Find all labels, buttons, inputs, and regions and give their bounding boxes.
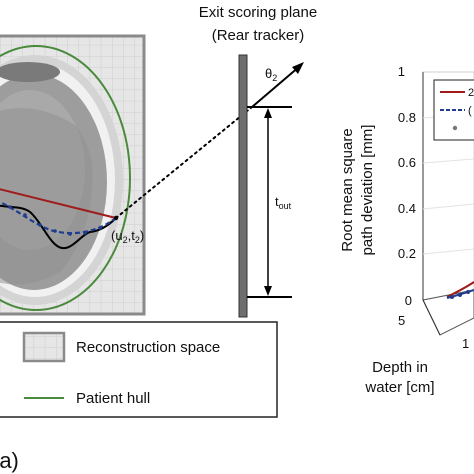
theta-label: θ2 — [265, 66, 277, 83]
exit-trajectory-extension — [115, 106, 253, 219]
down-arrow-icon — [264, 286, 272, 296]
reconstruction-space — [0, 34, 146, 316]
z-tick-0.4: 0.4 — [398, 201, 416, 216]
plot-3d: 1 0.8 0.6 0.4 0.2 0 Root mean square pat… — [339, 64, 474, 396]
most-likely-path — [0, 201, 117, 235]
up-arrow-icon — [264, 108, 272, 118]
patient-hull-contour — [0, 45, 131, 311]
true-proton-path — [0, 204, 117, 250]
series-red-curve — [446, 281, 474, 298]
plot-legend-text-2: ( — [468, 105, 472, 117]
z-axis-label-line1: Root mean square — [339, 128, 356, 251]
z-tick-0: 0 — [405, 293, 412, 308]
scoring-plane-title: Exit scoring plane — [199, 4, 317, 21]
z-tick-0.8: 0.8 — [398, 110, 416, 125]
exit-point-label: (u2,t2) — [111, 228, 144, 245]
z-axis-label-line2: path deviation [mm] — [359, 125, 376, 256]
t-out-label: tout — [275, 194, 292, 211]
frontal-sinus — [0, 62, 60, 82]
z-tick-1: 1 — [398, 64, 405, 79]
reconstruction-frame — [0, 34, 146, 316]
depth-axis-label-line1: Depth in — [372, 359, 428, 376]
scoring-plane-subtitle: (Rear tracker) — [212, 27, 305, 44]
brain-shading — [0, 108, 93, 285]
ct-slice — [0, 45, 131, 311]
straight-line-path — [0, 188, 117, 219]
z-tick-0.2: 0.2 — [398, 246, 416, 261]
plot-legend-text-1: 2 — [468, 87, 474, 99]
depth-axis-label-line2: water [cm] — [364, 379, 434, 396]
exit-direction-arrow — [251, 65, 301, 108]
arrowhead-icon — [292, 62, 304, 74]
depth-tick-5: 5 — [398, 313, 405, 328]
legend: Reconstruction space Patient hull — [0, 321, 278, 418]
mlp-points — [8, 205, 102, 236]
series-blue-points — [450, 290, 470, 299]
depth-axis — [422, 299, 441, 336]
depth-tick-1: 1 — [462, 336, 469, 351]
legend-patient-hull: Patient hull — [76, 390, 150, 407]
scoring-plane — [238, 54, 248, 318]
z-tick-0.6: 0.6 — [398, 155, 416, 170]
legend-reconstruction-space: Reconstruction space — [76, 339, 220, 356]
panel-label: (a) — [0, 448, 19, 473]
plot-legend-gray-dot — [452, 125, 458, 131]
